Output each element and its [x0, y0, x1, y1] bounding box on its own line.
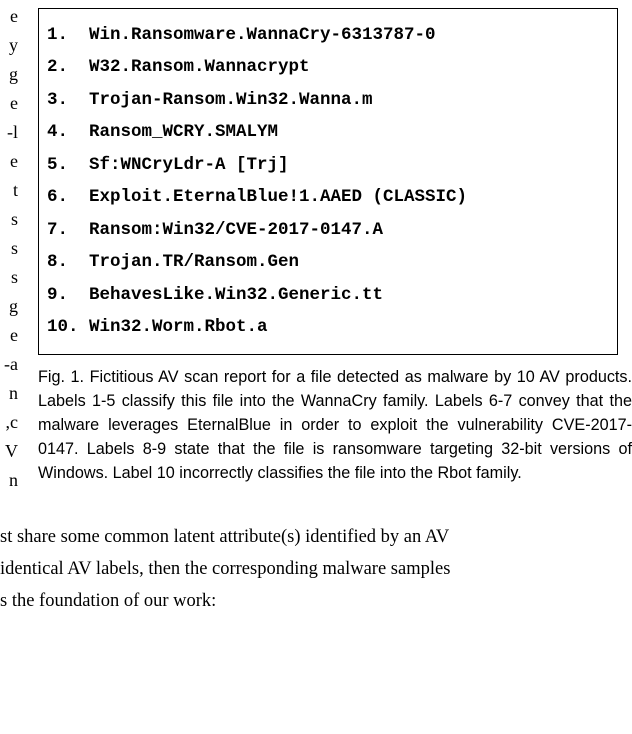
code-list-item: 6.Exploit.EternalBlue!1.AAED (CLASSIC)	[47, 182, 609, 215]
code-item-label: Sf:WNCryLdr-A [Trj]	[89, 157, 609, 175]
text-fragment: e	[0, 2, 18, 31]
code-item-label: Exploit.EternalBlue!1.AAED (CLASSIC)	[89, 189, 609, 207]
code-list-item: 3.Trojan-Ransom.Win32.Wanna.m	[47, 84, 609, 117]
text-fragment: g	[0, 60, 18, 89]
code-item-number: 9.	[47, 287, 89, 305]
code-item-number: 7.	[47, 222, 89, 240]
body-text-fragment: st share some common latent attribute(s)…	[0, 521, 632, 617]
text-fragment: l-	[0, 118, 18, 147]
code-list-item: 2.W32.Ransom.Wannacrypt	[47, 52, 609, 85]
text-fragment: t	[0, 176, 18, 205]
code-item-label: BehavesLike.Win32.Generic.tt	[89, 287, 609, 305]
figure-caption-body: Fictitious AV scan report for a file det…	[38, 368, 632, 482]
text-fragment: s	[0, 234, 18, 263]
code-list-item: 10.Win32.Worm.Rbot.a	[47, 312, 609, 345]
code-item-label: Win32.Worm.Rbot.a	[89, 319, 609, 337]
code-list-item: 4.Ransom_WCRY.SMALYM	[47, 117, 609, 150]
left-column-text-fragments: eygel-etsssgea-nc,Vn	[0, 2, 18, 495]
text-fragment: n	[0, 379, 18, 408]
code-item-label: W32.Ransom.Wannacrypt	[89, 59, 609, 77]
code-list-item: 1.Win.Ransomware.WannaCry-6313787-0	[47, 19, 609, 52]
body-text-line: st share some common latent attribute(s)…	[0, 521, 624, 553]
text-fragment: V	[0, 437, 18, 466]
code-item-number: 10.	[47, 319, 89, 337]
figure-code-box: 1.Win.Ransomware.WannaCry-6313787-02.W32…	[38, 8, 618, 355]
code-item-number: 8.	[47, 254, 89, 272]
text-fragment: e	[0, 147, 18, 176]
code-item-label: Ransom:Win32/CVE-2017-0147.A	[89, 222, 609, 240]
code-list-item: 8.Trojan.TR/Ransom.Gen	[47, 247, 609, 280]
text-fragment: y	[0, 31, 18, 60]
code-item-label: Trojan.TR/Ransom.Gen	[89, 254, 609, 272]
text-fragment: s	[0, 263, 18, 292]
text-fragment: n	[0, 466, 18, 495]
code-item-number: 5.	[47, 157, 89, 175]
text-fragment: e	[0, 89, 18, 118]
text-fragment: a-	[0, 350, 18, 379]
code-item-label: Win.Ransomware.WannaCry-6313787-0	[89, 27, 609, 45]
figure-label: Fig. 1.	[38, 368, 84, 386]
text-fragment: e	[0, 321, 18, 350]
code-item-number: 3.	[47, 92, 89, 110]
code-item-number: 1.	[47, 27, 89, 45]
text-fragment: s	[0, 205, 18, 234]
body-text-line: identical AV labels, then the correspond…	[0, 553, 624, 585]
code-item-number: 2.	[47, 59, 89, 77]
code-item-label: Ransom_WCRY.SMALYM	[89, 124, 609, 142]
code-item-number: 4.	[47, 124, 89, 142]
code-list-item: 7.Ransom:Win32/CVE-2017-0147.A	[47, 214, 609, 247]
text-fragment: g	[0, 292, 18, 321]
body-text-line: s the foundation of our work:	[0, 585, 624, 617]
code-item-number: 6.	[47, 189, 89, 207]
figure-caption: Fig. 1. Fictitious AV scan report for a …	[38, 365, 632, 485]
code-list-item: 9.BehavesLike.Win32.Generic.tt	[47, 279, 609, 312]
code-item-label: Trojan-Ransom.Win32.Wanna.m	[89, 92, 609, 110]
text-fragment: c,	[0, 408, 18, 437]
code-list-item: 5.Sf:WNCryLdr-A [Trj]	[47, 149, 609, 182]
